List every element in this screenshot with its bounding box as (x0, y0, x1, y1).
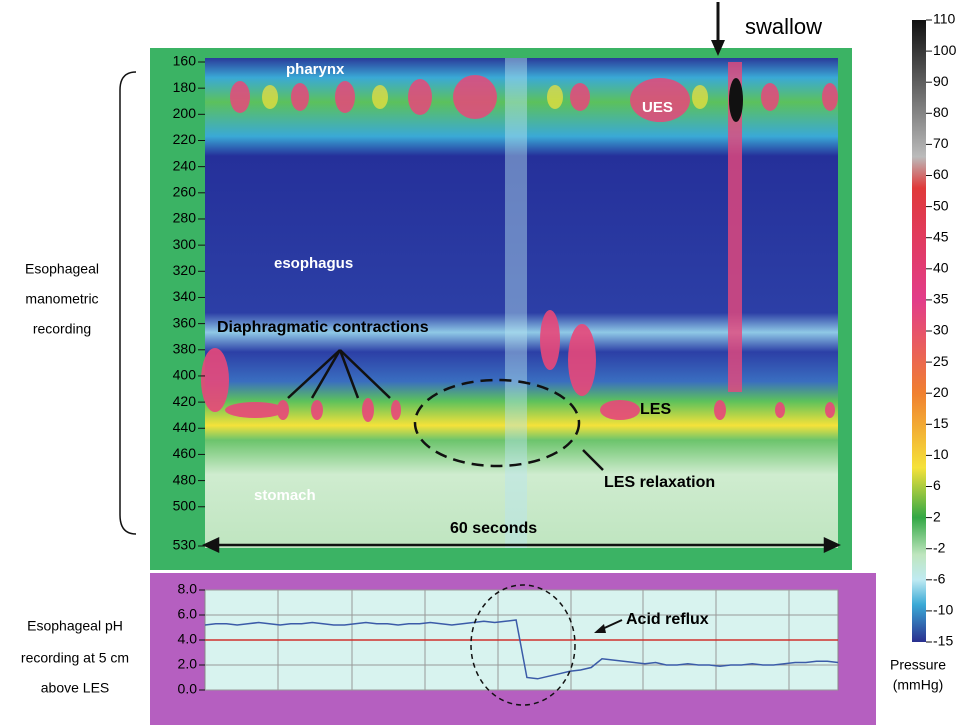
colorbar-tick-label: 50 (933, 197, 949, 213)
colorbar-tick-label: 100 (933, 42, 957, 58)
colorbar-tick-label: 90 (933, 73, 949, 89)
y-tick-label: 6.0 (178, 606, 198, 622)
colorbar-tick-label: 70 (933, 135, 949, 151)
bracket (120, 72, 136, 534)
y-tick-label: 200 (173, 105, 197, 121)
colorbar-tick-label: 110 (933, 11, 956, 27)
y-tick-label: 0.0 (178, 681, 198, 697)
annotation: 60 seconds (450, 520, 537, 537)
colorbar-tick-label: 10 (933, 446, 949, 462)
y-tick-label: 320 (173, 262, 197, 278)
annotation: LES (640, 401, 671, 418)
y-tick-label: 440 (173, 419, 197, 435)
y-tick-label: 460 (173, 445, 197, 461)
y-tick-label: 8.0 (178, 581, 198, 597)
annotation: Diaphragmatic contractions (217, 319, 429, 336)
colorbar-tick-label: 60 (933, 166, 949, 182)
colorbar-tick-label: 25 (933, 353, 949, 369)
annotation: UES (642, 99, 673, 116)
y-tick-label: 480 (173, 471, 197, 487)
swallow-arrow (711, 2, 725, 56)
y-tick-label: 500 (173, 497, 197, 513)
y-tick-label: 300 (173, 236, 197, 252)
y-tick-label: 180 (173, 79, 197, 95)
y-tick-label: 380 (173, 340, 197, 356)
y-tick-label: 260 (173, 184, 197, 200)
colorbar-tick-label: 20 (933, 384, 949, 400)
annotation: stomach (254, 487, 316, 504)
y-tick-label: 4.0 (178, 631, 198, 647)
colorbar-tick-label: 35 (933, 291, 949, 307)
annotation: pharynx (286, 61, 345, 78)
colorbar-tick-label: -15 (933, 633, 953, 649)
side-label: Esophageal (25, 261, 99, 277)
colorbar-tick-label: 80 (933, 104, 949, 120)
colorbar-tick-label: 45 (933, 228, 949, 244)
annotation: Acid reflux (626, 611, 709, 628)
side-label: recording at 5 cm (21, 650, 129, 666)
colorbar-tick-label: 2 (933, 508, 941, 524)
figure: swallow pharynx UES esophagus Diaphragma… (0, 0, 967, 725)
colorbar-tick-label: -10 (933, 602, 953, 618)
colorbar (912, 20, 926, 642)
side-label: manometric (25, 291, 98, 307)
y-tick-label: 340 (173, 288, 197, 304)
y-tick-label: 420 (173, 393, 197, 409)
swallow-label: swallow (745, 14, 822, 39)
y-tick-label: 160 (173, 53, 197, 69)
colorbar-tick-label: 40 (933, 260, 949, 276)
side-label: recording (33, 321, 91, 337)
annotation: esophagus (274, 255, 353, 272)
side-label: above LES (41, 680, 110, 696)
y-tick-label: 240 (173, 157, 197, 173)
colorbar-tick-label: 6 (933, 477, 941, 493)
colorbar-tick-label: 30 (933, 322, 949, 338)
colorbar-tick-label: -6 (933, 571, 946, 587)
colorbar-tick-label: -2 (933, 539, 946, 555)
y-tick-label: 360 (173, 314, 197, 330)
colorbar-tick-label: 15 (933, 415, 949, 431)
y-tick-label: 280 (173, 210, 197, 226)
colorbar-title: Pressure (890, 657, 946, 673)
colorbar-title: (mmHg) (893, 677, 944, 693)
annotation: LES relaxation (604, 474, 715, 491)
y-tick-label: 220 (173, 131, 197, 147)
side-label: Esophageal pH (27, 618, 123, 634)
y-tick-label: 2.0 (178, 656, 198, 672)
y-tick-label: 400 (173, 367, 197, 383)
y-tick-label: 530 (173, 537, 197, 553)
heatmap (201, 58, 838, 551)
